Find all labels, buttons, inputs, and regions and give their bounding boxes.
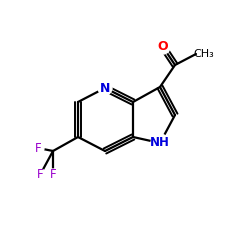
Circle shape — [156, 40, 170, 54]
Text: NH: NH — [150, 136, 170, 149]
Text: CH₃: CH₃ — [194, 49, 214, 59]
Circle shape — [47, 169, 59, 181]
Text: O: O — [158, 40, 168, 54]
Text: F: F — [35, 142, 41, 154]
Text: N: N — [100, 82, 110, 94]
Circle shape — [34, 169, 46, 181]
Text: F: F — [50, 168, 56, 181]
Text: F: F — [37, 168, 43, 181]
Circle shape — [151, 134, 169, 152]
Circle shape — [98, 81, 112, 95]
Circle shape — [32, 142, 44, 154]
